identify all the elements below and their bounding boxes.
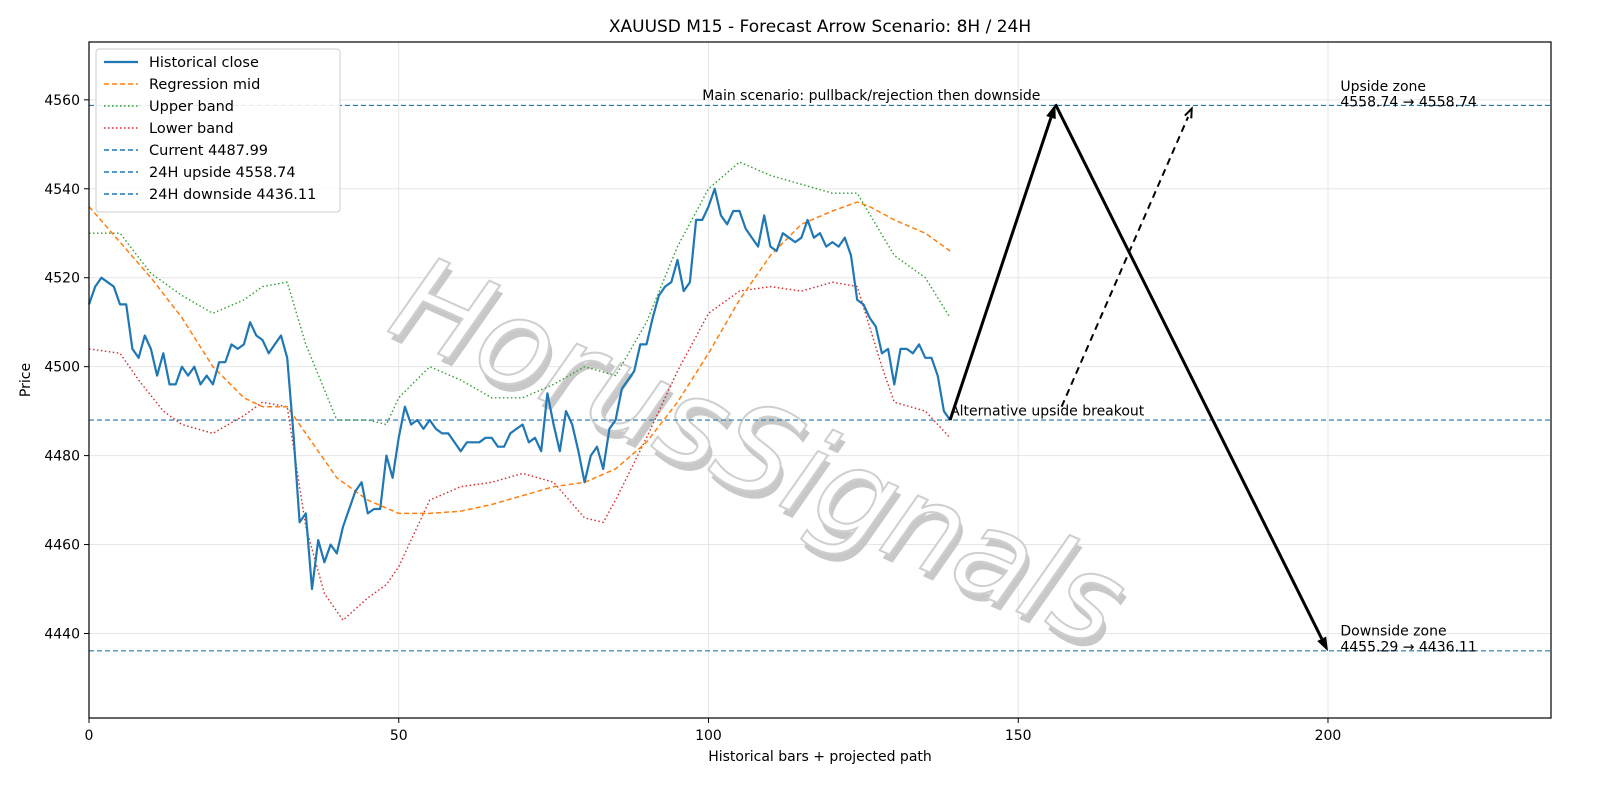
x-tick-label: 0	[85, 728, 94, 744]
x-tick-label: 200	[1315, 728, 1342, 744]
y-tick-label: 4460	[44, 538, 80, 554]
series-line	[89, 161, 951, 426]
y-tick-label: 4480	[44, 449, 80, 465]
y-tick-label: 4520	[44, 271, 80, 287]
arrow-shaft	[948, 117, 1053, 421]
scenario-arrows	[948, 103, 1328, 652]
series-line	[88, 201, 951, 515]
arrow-head	[1184, 106, 1193, 119]
annotation-text: Upside zone	[1340, 79, 1426, 95]
annotation-text: Main scenario: pullback/rejection then d…	[702, 88, 1040, 104]
annotation-text: 4455.29 → 4436.11	[1340, 639, 1476, 655]
series-line	[87, 187, 952, 591]
arrow-shaft	[1054, 103, 1324, 640]
series-lines	[87, 161, 952, 621]
annotations: Main scenario: pullback/rejection then d…	[702, 79, 1477, 655]
legend-label: Historical close	[149, 55, 259, 71]
legend-label: Current 4487.99	[149, 143, 268, 159]
y-tick-label: 4500	[44, 360, 80, 376]
legend-label: 24H downside 4436.11	[149, 187, 316, 203]
legend: Historical close Regression mid Upper band…	[95, 48, 341, 213]
plot-area-frame	[88, 41, 1552, 719]
x-tick-label: 100	[695, 728, 722, 744]
legend-label: 24H upside 4558.74	[149, 165, 296, 181]
legend-box	[95, 48, 341, 213]
x-axis-label: Historical bars + projected path	[708, 749, 932, 765]
annotation-text: 4558.74 → 4558.74	[1340, 94, 1477, 110]
arrow-head	[1046, 104, 1056, 120]
chart-title: XAUUSD M15 - Forecast Arrow Scenario: 8H…	[609, 17, 1031, 37]
arrow-shaft	[1060, 116, 1190, 408]
watermark-text: HorusSignals	[373, 230, 1145, 675]
arrow-head	[1317, 636, 1328, 652]
y-tick-label: 4560	[44, 93, 80, 109]
y-tick-label: 4440	[44, 627, 80, 643]
legend-label: Lower band	[149, 121, 234, 137]
x-tick-label: 150	[1005, 728, 1032, 744]
axis-ticks: 0 50 100 150 200 4440 4460 4480 4500 4520 4540 4560	[44, 93, 1341, 744]
annotation-text: Downside zone	[1340, 624, 1446, 640]
annotation-text: Alternative upside breakout	[950, 404, 1145, 420]
x-tick-label: 50	[390, 728, 408, 744]
legend-label: Regression mid	[149, 77, 260, 93]
y-tick-label: 4540	[44, 182, 80, 198]
y-axis-label: Price	[18, 363, 34, 397]
legend-label: Upper band	[149, 99, 234, 115]
